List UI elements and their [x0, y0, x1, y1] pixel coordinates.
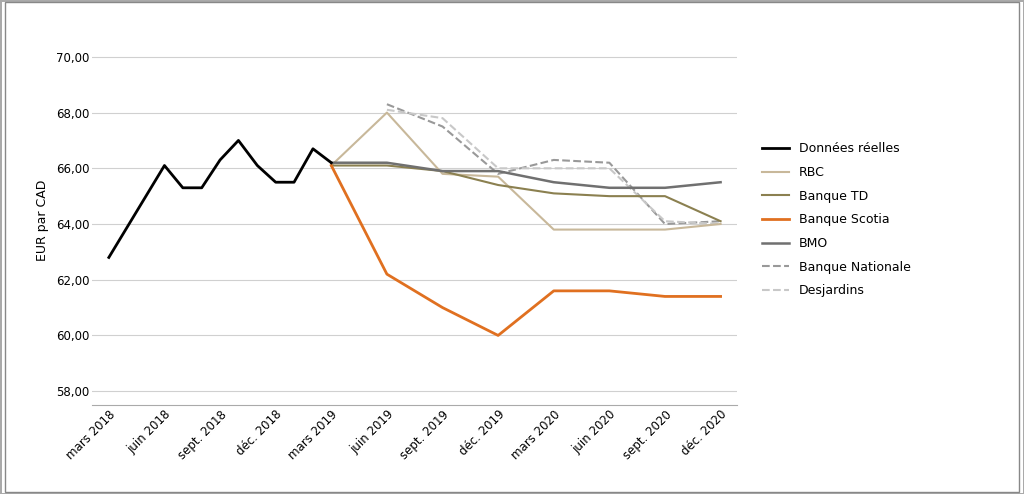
Y-axis label: EUR par CAD: EUR par CAD [36, 179, 49, 260]
Legend: Données réelles, RBC, Banque TD, Banque Scotia, BMO, Banque Nationale, Desjardin: Données réelles, RBC, Banque TD, Banque … [757, 137, 916, 302]
